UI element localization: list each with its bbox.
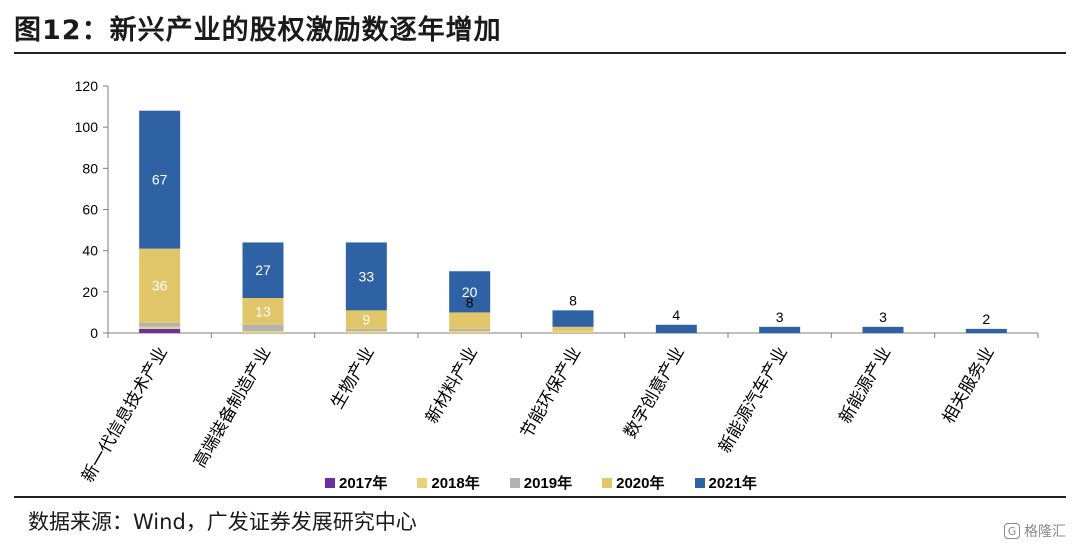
legend-item-2019: 2019年 [509,472,573,493]
legend-swatch-2019 [509,477,520,488]
data-label: 13 [255,303,271,319]
x-category-label: 新材料产业 [422,343,482,427]
x-category-label: 新能源产业 [836,344,896,428]
bar-segment [345,328,387,331]
legend-item-2017: 2017年 [325,472,387,493]
stacked-bar-chart: 0 20 40 60 80 100 120 36 67 新一代信息技术产业 13 27 高端装备制造产业… [75,78,1039,487]
bar-segment [139,328,181,333]
bar-segment [449,330,491,333]
data-label: 67 [152,172,168,188]
bar-segment [139,110,181,249]
x-category-label: 相关服务业 [939,343,999,427]
data-label: 3 [879,309,887,325]
bar-segment [242,298,284,325]
data-label: 9 [362,312,370,328]
y-tick-label: 60 [82,202,98,218]
y-tick-label: 0 [90,325,98,341]
data-label: 8 [466,294,474,310]
bar-segment [139,322,181,327]
bar-segment [139,326,181,329]
bar-segment [242,330,284,333]
top-divider [14,52,1066,54]
y-tick-label: 100 [75,119,99,135]
x-category-label: 新能源汽车产业 [715,344,792,457]
bar-segment [449,312,491,329]
legend-swatch-2020 [602,477,613,488]
data-label: 20 [462,284,478,300]
x-category-label: 生物产业 [327,344,378,413]
legend-swatch-2018 [417,477,428,488]
x-category-label: 数字创意产业 [620,344,688,442]
bottom-divider [14,496,1066,498]
bar-segment [139,248,181,323]
legend-label-2017: 2017年 [339,475,388,492]
x-category-label: 节能环保产业 [517,344,585,442]
bar-segment [449,328,491,331]
bar-segment [759,326,801,333]
bar-segment [345,310,387,329]
legend-label-2019: 2019年 [523,475,573,492]
bar-segment [965,328,1007,333]
data-label: 2 [982,311,990,327]
legend-swatch-2021 [694,477,705,488]
legend-item-2020: 2020年 [602,472,665,493]
chart-legend: 2017年 2018年 2019年 2020年 2021年 [325,472,757,493]
bar-segment [345,242,387,311]
y-tick-label: 80 [82,160,98,176]
bar-segment [449,271,491,313]
watermark-text: 格隆汇 [1024,524,1066,540]
x-category-label: 高端装备制造产业 [190,344,275,472]
data-label: 27 [255,262,271,278]
bar-segment [242,324,284,331]
y-tick-label: 20 [82,284,98,300]
legend-label-2020: 2020年 [616,475,665,492]
bar-segment [242,242,284,299]
bar-segment [552,326,594,331]
data-label: 33 [359,268,375,284]
data-label: 8 [569,292,577,308]
legend-item-2021: 2021年 [694,472,757,493]
legend-item-2018: 2018年 [417,472,480,493]
watermark: G 格隆汇 [1004,521,1066,541]
source-note: 数据来源：Wind，广发证券发展研究中心 [28,510,417,534]
y-tick-label: 120 [75,78,99,94]
bar-segment [552,330,594,333]
legend-label-2021: 2021年 [708,475,757,492]
bar-segment [862,326,904,333]
bar-segment [345,330,387,333]
data-label: 4 [672,307,680,323]
bar-segment [552,310,594,327]
bar-segment [655,324,697,333]
x-category-label: 新一代信息技术产业 [78,344,172,487]
data-label: 3 [776,309,784,325]
chart-title: 图12：新兴产业的股权激励数逐年增加 [14,15,502,46]
y-tick-label: 40 [82,243,98,259]
legend-label-2018: 2018年 [431,475,480,492]
data-label: 36 [152,278,168,294]
legend-swatch-2017 [325,477,335,488]
watermark-logo-icon: G [1004,523,1020,539]
